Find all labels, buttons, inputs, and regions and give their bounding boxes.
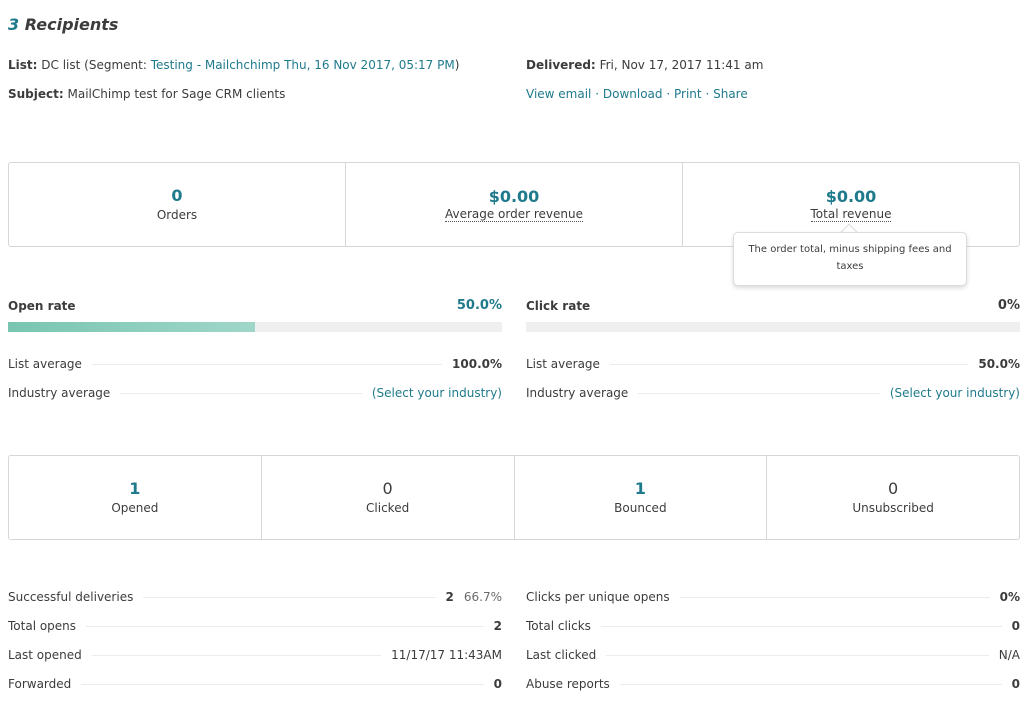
click-list-average-row: List average 50.0%: [526, 357, 1020, 377]
open-rate-bar-fill: [8, 322, 255, 332]
subject-label: Subject:: [8, 87, 64, 101]
recipients-label: Recipients: [24, 15, 119, 34]
clicked-label: Clicked: [366, 500, 410, 515]
stat-row: Successful deliveries 2 66.7%: [8, 590, 502, 610]
open-list-average-row: List average 100.0%: [8, 357, 502, 377]
total-revenue-label[interactable]: Total revenue: [810, 207, 892, 222]
list-average-value: 50.0%: [978, 357, 1020, 371]
report-actions: View email · Download · Print · Share: [526, 87, 748, 101]
print-link[interactable]: Print: [674, 87, 702, 101]
stat-label: Clicks per unique opens: [526, 590, 670, 604]
delivery-stats: Successful deliveries 2 66.7% Total open…: [8, 590, 502, 697]
action-separator: ·: [666, 87, 671, 101]
avg-order-revenue-label[interactable]: Average order revenue: [444, 207, 584, 222]
total-revenue-tooltip: The order total, minus shipping fees and…: [733, 232, 967, 286]
stat-percent: 66.7%: [463, 590, 502, 604]
stat-value: 2: [445, 590, 454, 604]
stat-row: Total opens 2: [8, 619, 502, 639]
segment-link[interactable]: Testing - Mailchchimp Thu, 16 Nov 2017, …: [150, 58, 455, 72]
orders-value: 0: [171, 185, 183, 205]
action-separator: ·: [595, 87, 600, 101]
click-rate-label: Click rate: [526, 298, 591, 313]
total-revenue-value: $0.00: [825, 187, 877, 206]
stat-label: Forwarded: [8, 677, 72, 691]
open-rate-bar: [8, 322, 502, 332]
industry-average-label: Industry average: [526, 386, 629, 400]
stat-value: 0: [493, 677, 502, 691]
avg-order-revenue-stat: $0.00 Average order revenue: [346, 163, 683, 246]
page-title: 3 Recipients: [8, 15, 118, 34]
stat-label: Total clicks: [526, 619, 591, 633]
list-average-label: List average: [526, 357, 600, 371]
stat-row: Last opened 11/17/17 11:43AM: [8, 648, 502, 668]
stat-value: N/A: [998, 648, 1020, 662]
avg-order-revenue-value: $0.00: [488, 187, 540, 206]
click-rate-value: 0%: [997, 298, 1020, 313]
download-link[interactable]: Download: [602, 87, 663, 101]
total-opens-link[interactable]: 2: [493, 619, 502, 633]
view-email-link[interactable]: View email: [526, 87, 592, 101]
select-industry-link[interactable]: (Select your industry): [889, 386, 1020, 400]
stat-value: 0: [1011, 677, 1020, 691]
clicked-stat: 0 Clicked: [262, 456, 515, 539]
stat-value: 0%: [999, 590, 1020, 604]
subject-info: Subject: MailChimp test for Sage CRM cli…: [8, 87, 285, 101]
stat-label: Last clicked: [526, 648, 597, 662]
list-average-value: 100.0%: [452, 357, 502, 371]
orders-stat: 0 Orders: [9, 163, 346, 246]
open-rate-label: Open rate: [8, 298, 76, 313]
select-industry-link[interactable]: (Select your industry): [371, 386, 502, 400]
recipients-count: 3: [8, 15, 20, 34]
stat-row: Clicks per unique opens 0%: [526, 590, 1020, 610]
list-value: DC list (Segment:: [41, 58, 151, 72]
stat-label: Successful deliveries: [8, 590, 134, 604]
open-rate-value: 50.0%: [456, 298, 502, 313]
stat-label: Abuse reports: [526, 677, 610, 691]
list-average-label: List average: [8, 357, 82, 371]
action-separator: ·: [705, 87, 710, 101]
delivered-info: Delivered: Fri, Nov 17, 2017 11:41 am: [526, 58, 763, 72]
opened-stat[interactable]: 1 Opened: [9, 456, 262, 539]
activity-stats: 1 Opened 0 Clicked 1 Bounced 0 Unsubscri…: [8, 455, 1020, 540]
revenue-stats: 0 Orders $0.00 Average order revenue $0.…: [8, 162, 1020, 247]
stat-row: Total clicks 0: [526, 619, 1020, 639]
open-rate-block: Open rate 50.0% List average 100.0% Indu…: [8, 298, 502, 406]
stat-label: Last opened: [8, 648, 82, 662]
unsubscribed-label: Unsubscribed: [852, 500, 934, 515]
bounced-label: Bounced: [614, 500, 667, 515]
bounced-value: 1: [634, 478, 646, 498]
click-rate-bar: [526, 322, 1020, 332]
total-revenue-stat: $0.00 Total revenue: [683, 163, 1019, 246]
tooltip-arrow-mask: [735, 234, 965, 240]
click-stats: Clicks per unique opens 0% Total clicks …: [526, 590, 1020, 697]
unsubscribed-value: 0: [888, 478, 899, 498]
open-industry-average-row: Industry average (Select your industry): [8, 386, 502, 406]
stat-row: Last clicked N/A: [526, 648, 1020, 668]
tooltip-text: The order total, minus shipping fees and…: [748, 244, 952, 272]
stat-value: 11/17/17 11:43AM: [391, 648, 502, 662]
delivered-value: Fri, Nov 17, 2017 11:41 am: [599, 58, 764, 72]
industry-average-label: Industry average: [8, 386, 111, 400]
list-info: List: DC list (Segment: Testing - Mailch…: [8, 58, 459, 72]
list-close: ): [454, 58, 460, 72]
share-link[interactable]: Share: [713, 87, 748, 101]
list-label: List:: [8, 58, 38, 72]
click-industry-average-row: Industry average (Select your industry): [526, 386, 1020, 406]
bounced-stat[interactable]: 1 Bounced: [515, 456, 768, 539]
stat-row: Abuse reports 0: [526, 677, 1020, 697]
opened-label: Opened: [111, 500, 159, 515]
delivered-label: Delivered:: [526, 58, 596, 72]
click-rate-block: Click rate 0% List average 50.0% Industr…: [526, 298, 1020, 406]
opened-value: 1: [129, 478, 141, 498]
stat-label: Total opens: [8, 619, 77, 633]
stat-row: Forwarded 0: [8, 677, 502, 697]
unsubscribed-stat: 0 Unsubscribed: [767, 456, 1019, 539]
subject-value: MailChimp test for Sage CRM clients: [67, 87, 286, 101]
stat-value: 0: [1011, 619, 1020, 633]
clicked-value: 0: [382, 478, 393, 498]
orders-label: Orders: [156, 207, 198, 222]
